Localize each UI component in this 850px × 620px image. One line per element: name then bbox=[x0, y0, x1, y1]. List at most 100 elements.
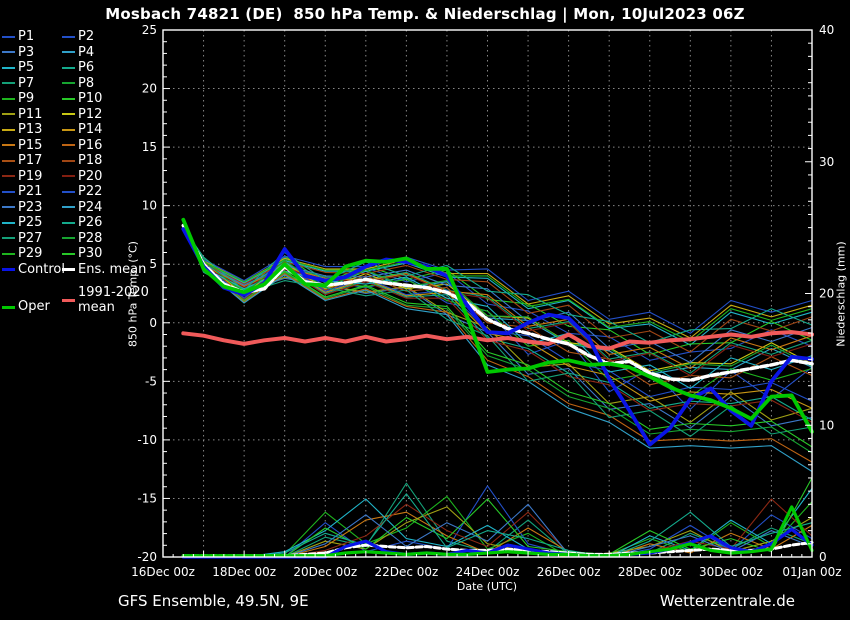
x-axis-tick-label: 26Dec 00z bbox=[537, 565, 601, 579]
legend-member-p14: P14 bbox=[62, 123, 102, 136]
left-axis-tick-label: -10 bbox=[137, 433, 157, 447]
legend-member-p5-swatch bbox=[2, 66, 15, 69]
legend-clim-mean: 1991-2020 mean bbox=[62, 285, 150, 316]
legend-member-p3: P3 bbox=[2, 46, 34, 59]
legend-row: P13 P14 bbox=[2, 122, 156, 138]
right-axis-tick-label: 40 bbox=[819, 23, 834, 37]
legend-member-p27-label: P27 bbox=[18, 230, 43, 246]
legend-member-p10-swatch bbox=[62, 97, 75, 100]
legend-member-p4: P4 bbox=[62, 46, 94, 59]
legend-member-p1-label: P1 bbox=[18, 29, 35, 45]
legend-member-p7-swatch bbox=[2, 82, 15, 85]
legend-member-p10-label: P10 bbox=[78, 91, 103, 107]
legend-row: P19 P20 bbox=[2, 169, 156, 185]
x-axis-tick-label: 16Dec 00z bbox=[131, 565, 195, 579]
legend-member-p19-swatch bbox=[2, 175, 15, 178]
legend-member-p10: P10 bbox=[62, 92, 102, 105]
legend-row: P29 P30 bbox=[2, 246, 156, 262]
legend-row: P11 P12 bbox=[2, 107, 156, 123]
legend-member-p16-label: P16 bbox=[78, 137, 103, 153]
left-axis-tick-label: -5 bbox=[145, 374, 157, 388]
legend-member-p21: P21 bbox=[2, 185, 42, 198]
legend-member-p29: P29 bbox=[2, 247, 42, 260]
legend-row: P23 P24 bbox=[2, 200, 156, 216]
legend-row: P17 P18 bbox=[2, 153, 156, 169]
member-line-p13 bbox=[182, 228, 813, 339]
legend-control-label: Control bbox=[18, 261, 65, 277]
legend-member-p19-label: P19 bbox=[18, 168, 43, 184]
x-axis-tick-label: 22Dec 00z bbox=[374, 565, 438, 579]
legend-member-p25: P25 bbox=[2, 216, 42, 229]
legend-member-p16-swatch bbox=[62, 144, 75, 147]
legend-member-p1: P1 bbox=[2, 30, 34, 43]
legend-oper: Oper bbox=[2, 298, 90, 315]
legend-member-p22-swatch bbox=[62, 190, 75, 193]
legend-ens-mean: Ens. mean bbox=[62, 263, 146, 276]
legend-member-p25-swatch bbox=[2, 221, 15, 224]
legend-member-p8: P8 bbox=[62, 77, 94, 90]
ensemble-legend: P1 P2 P3 P4 P5 P6 P7 P8 P9 P10 P11 P12 P13 P14 P15 P16 P… bbox=[2, 29, 156, 316]
legend-member-p8-label: P8 bbox=[78, 75, 95, 91]
legend-member-p15-label: P15 bbox=[18, 137, 43, 153]
right-axis-tick-label: 20 bbox=[819, 287, 834, 301]
legend-member-p11: P11 bbox=[2, 108, 42, 121]
legend-member-p3-label: P3 bbox=[18, 44, 35, 60]
legend-control: Control bbox=[2, 263, 65, 276]
left-axis-tick-label: 10 bbox=[142, 199, 157, 213]
legend-member-p3-swatch bbox=[2, 51, 15, 54]
legend-member-p20: P20 bbox=[62, 170, 102, 183]
clim-line bbox=[181, 330, 814, 351]
legend-member-p11-label: P11 bbox=[18, 106, 43, 122]
x-axis-tick-label: 28Dec 00z bbox=[618, 565, 682, 579]
legend-member-p23-swatch bbox=[2, 206, 15, 209]
x-axis-tick-label: 24Dec 00z bbox=[456, 565, 520, 579]
legend-member-p29-swatch bbox=[2, 252, 15, 255]
left-axis-tick-label: 15 bbox=[142, 140, 157, 154]
legend-member-p7-label: P7 bbox=[18, 75, 35, 91]
legend-ens-mean-swatch bbox=[62, 267, 75, 271]
legend-member-p18-swatch bbox=[62, 159, 75, 162]
legend-member-p7: P7 bbox=[2, 77, 34, 90]
legend-row: P3 P4 bbox=[2, 45, 156, 61]
legend-member-p26-swatch bbox=[62, 221, 75, 224]
oper-line bbox=[181, 217, 814, 434]
site-credit-text: Wetterzentrale.de bbox=[659, 592, 795, 610]
legend-member-p12-swatch bbox=[62, 113, 75, 116]
legend-member-p28: P28 bbox=[62, 232, 102, 245]
chart-title: Mosbach 74821 (DE) 850 hPa Temp. & Niede… bbox=[105, 5, 745, 23]
legend-member-p9: P9 bbox=[2, 92, 34, 105]
legend-member-p2: P2 bbox=[62, 30, 94, 43]
legend-member-p8-swatch bbox=[62, 82, 75, 85]
legend-member-p25-label: P25 bbox=[18, 215, 43, 231]
legend-member-p30: P30 bbox=[62, 247, 102, 260]
member-line-p28 bbox=[182, 225, 813, 374]
legend-row: P9 P10 bbox=[2, 91, 156, 107]
left-axis-title: 850 hPa Temp. (°C) bbox=[126, 241, 140, 347]
plot-border bbox=[162, 29, 813, 558]
legend-row: P25 P26 bbox=[2, 215, 156, 231]
legend-row: P5 P6 bbox=[2, 60, 156, 76]
legend-member-p2-label: P2 bbox=[78, 29, 95, 45]
left-axis-tick-label: -20 bbox=[137, 550, 157, 564]
legend-member-p13: P13 bbox=[2, 123, 42, 136]
x-axis-tick-label: 20Dec 00z bbox=[293, 565, 357, 579]
legend-member-p19: P19 bbox=[2, 170, 42, 183]
left-axis-tick-label: 5 bbox=[149, 257, 157, 271]
legend-member-p13-swatch bbox=[2, 128, 15, 131]
legend-member-p4-label: P4 bbox=[78, 44, 95, 60]
legend-member-p1-swatch bbox=[2, 35, 15, 38]
x-axis-tick-label: 30Dec 00z bbox=[699, 565, 763, 579]
legend-member-p2-swatch bbox=[62, 35, 75, 38]
legend-member-p15: P15 bbox=[2, 139, 42, 152]
legend-member-p6-label: P6 bbox=[78, 60, 95, 76]
legend-row: P21 P22 bbox=[2, 184, 156, 200]
legend-member-p6-swatch bbox=[62, 66, 75, 69]
legend-oper-label: Oper bbox=[18, 298, 50, 314]
right-axis-title: Niederschlag (mm) bbox=[834, 241, 848, 347]
member-line-p12 bbox=[182, 225, 813, 372]
legend-member-p28-swatch bbox=[62, 237, 75, 240]
legend-member-p14-swatch bbox=[62, 128, 75, 131]
left-axis-tick-label: 0 bbox=[149, 316, 157, 330]
